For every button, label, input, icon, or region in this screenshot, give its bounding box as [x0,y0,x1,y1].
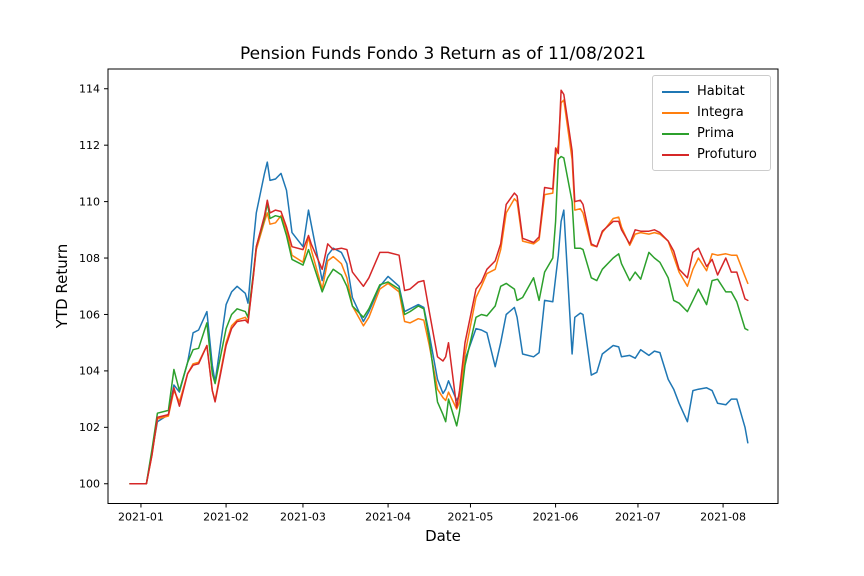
x-tick-label: 2021-05 [447,511,493,524]
legend-line-profuturo [662,153,689,156]
chart-title: Pension Funds Fondo 3 Return as of 11/08… [240,44,646,64]
axes-frame [107,68,779,504]
y-tick-label: 112 [79,139,100,152]
series-line-habitat [129,161,749,485]
x-tick-label: 2021-06 [533,511,579,524]
x-tick-label: 2021-02 [203,511,249,524]
y-tick-label: 106 [79,308,100,321]
legend-item-prima: Prima [662,125,762,142]
legend-label-habitat: Habitat [697,84,745,99]
y-tick-label: 100 [79,478,100,491]
y-tick-label: 104 [79,365,100,378]
legend: Habitat Integra Prima Profuturo [652,75,771,171]
legend-label-prima: Prima [697,126,735,141]
x-tick-label: 2021-03 [280,511,326,524]
y-tick-label: 108 [79,252,100,265]
x-tick-label: 2021-08 [700,511,746,524]
y-tick-label: 114 [79,83,100,96]
y-axis-label: YTD Return [53,243,71,329]
series-line-integra [129,99,749,485]
x-tick-label: 2021-04 [365,511,411,524]
x-tick-label: 2021-01 [118,511,164,524]
series-line-prima [129,155,749,485]
series-line-profuturo [129,89,749,485]
y-tick-label: 102 [79,421,100,434]
legend-item-integra: Integra [662,104,762,121]
legend-line-habitat [662,90,689,93]
x-tick-label: 2021-07 [615,511,661,524]
legend-label-profuturo: Profuturo [697,147,757,162]
y-tick-label: 110 [79,195,100,208]
legend-line-integra [662,111,689,114]
x-axis-label: Date [425,527,461,545]
legend-item-profuturo: Profuturo [662,146,762,163]
legend-item-habitat: Habitat [662,83,762,100]
legend-label-integra: Integra [697,105,744,120]
legend-line-prima [662,132,689,135]
